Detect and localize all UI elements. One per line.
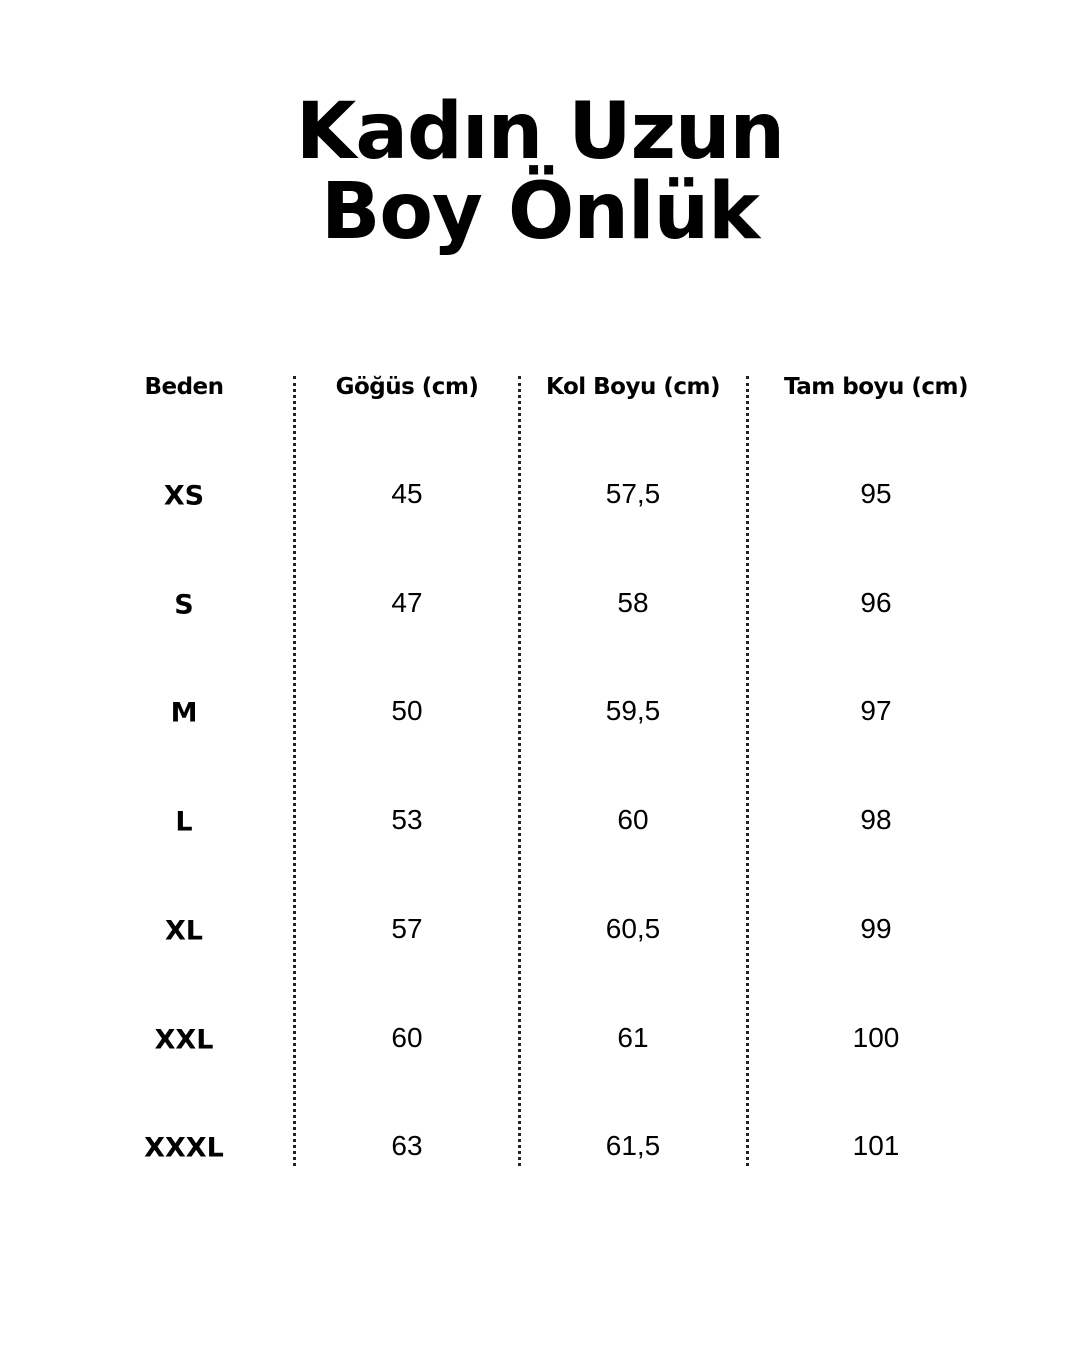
measurement-cell: 63 xyxy=(391,1130,423,1162)
measurement-cell: 95 xyxy=(860,478,892,509)
measurement-cell: 53 xyxy=(391,804,423,836)
column-divider xyxy=(293,376,296,1166)
measurement-cell: 58 xyxy=(617,586,649,618)
header-kol-boyu: Kol Boyu (cm) xyxy=(546,374,720,400)
measurement-cell: 57,5 xyxy=(605,478,661,509)
size-label: XXL xyxy=(154,1024,214,1055)
size-label: L xyxy=(175,806,193,838)
measurement-cell: 50 xyxy=(391,695,423,727)
size-label: S xyxy=(174,589,194,621)
measurement-cell: 47 xyxy=(391,586,423,618)
header-beden: Beden xyxy=(144,374,224,400)
header-gogus: Göğüs (cm) xyxy=(335,374,479,400)
measurement-cell: 60 xyxy=(617,804,649,836)
measurement-cell: 61 xyxy=(617,1021,649,1053)
measurement-cell: 96 xyxy=(860,586,892,618)
column-divider xyxy=(746,376,749,1166)
header-tam-boyu: Tam boyu (cm) xyxy=(784,374,968,400)
measurement-cell: 57 xyxy=(391,912,423,944)
measurement-cell: 100 xyxy=(852,1021,900,1053)
measurement-cell: 60 xyxy=(391,1021,423,1053)
measurement-cell: 98 xyxy=(860,804,892,836)
size-label: M xyxy=(170,697,198,729)
measurement-cell: 101 xyxy=(852,1130,900,1162)
page-title-line-2: Boy Önlük xyxy=(320,167,760,257)
measurement-cell: 59,5 xyxy=(605,695,661,727)
size-label: XS xyxy=(163,480,205,512)
size-label: XL xyxy=(164,915,204,947)
measurement-cell: 45 xyxy=(391,478,423,509)
measurement-cell: 99 xyxy=(860,912,892,944)
measurement-cell: 97 xyxy=(860,695,892,727)
column-divider xyxy=(518,376,521,1166)
measurement-cell: 60,5 xyxy=(605,912,661,944)
size-label: XXXL xyxy=(144,1132,224,1164)
measurement-cell: 61,5 xyxy=(605,1130,661,1162)
page-title-line-1: Kadın Uzun xyxy=(295,87,785,177)
